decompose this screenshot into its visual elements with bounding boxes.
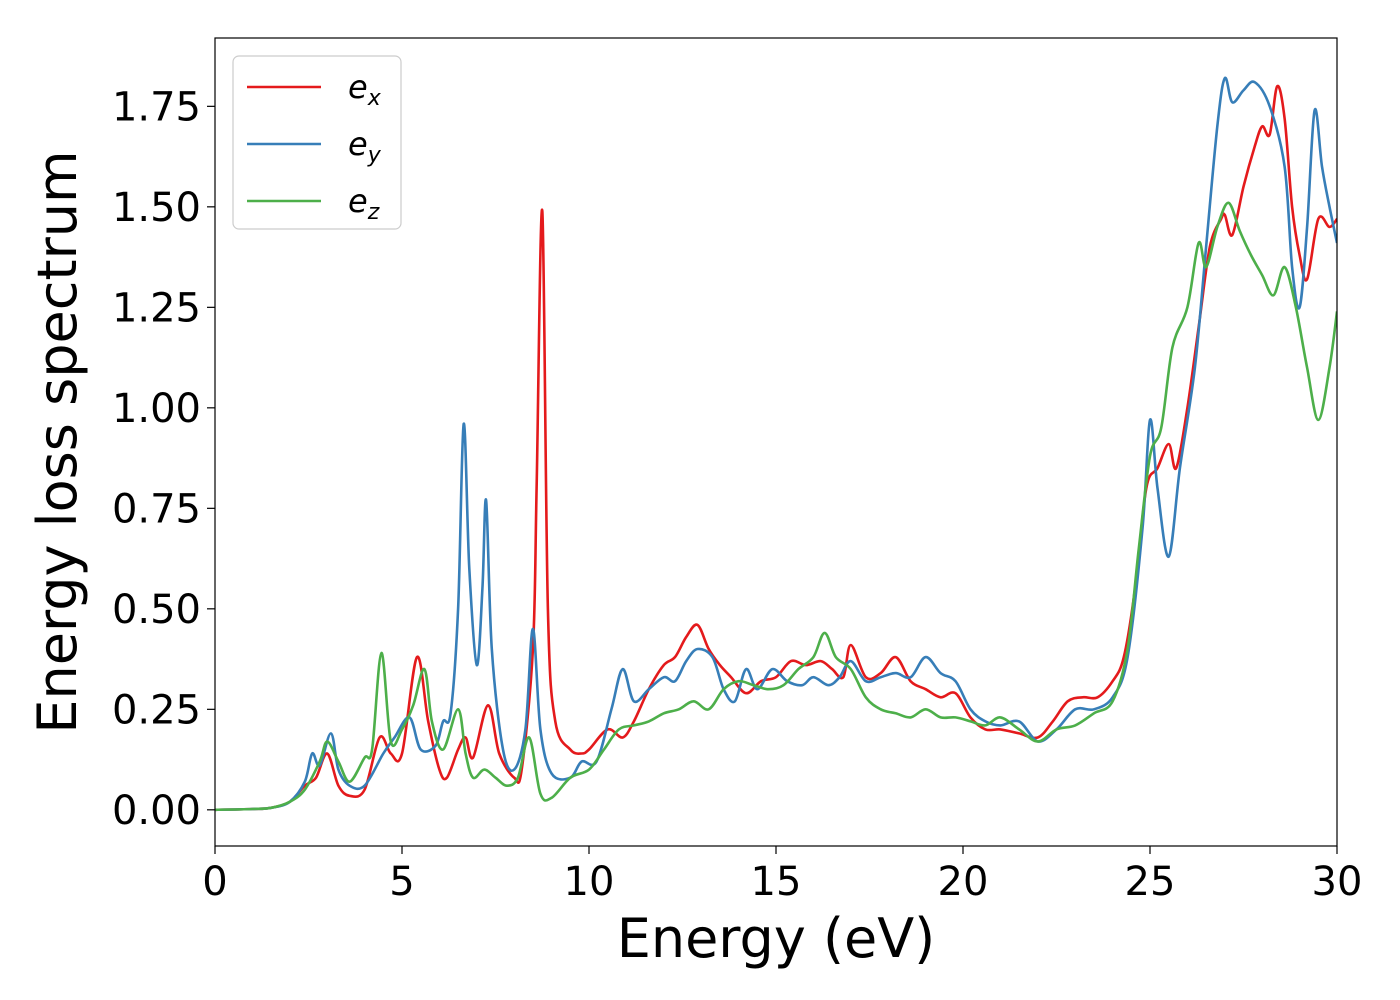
legend-label-base: e <box>348 182 368 220</box>
legend-label-subscript: z <box>367 200 380 225</box>
legend-label-e-y: ey <box>348 125 382 168</box>
legend-label-e-x: ex <box>348 68 382 111</box>
x-tick-label: 0 <box>202 859 227 905</box>
y-tick-label: 0.50 <box>112 587 201 633</box>
y-tick-label: 0.00 <box>112 788 201 834</box>
x-tick-label: 15 <box>751 859 802 905</box>
legend-label-subscript: y <box>367 143 382 168</box>
x-tick-label: 10 <box>564 859 615 905</box>
legend-box <box>232 55 402 230</box>
y-axis-label: Energy loss spectrum <box>26 150 89 733</box>
y-tick-label: 1.00 <box>112 386 201 432</box>
legend-label-e-z: ez <box>348 182 380 225</box>
y-tick-label: 0.25 <box>112 687 201 733</box>
legend-label-subscript: x <box>367 86 382 111</box>
y-tick-label: 1.25 <box>112 285 201 331</box>
series-line-e-y <box>215 76 1337 812</box>
legend-label-base: e <box>348 68 368 106</box>
x-axis: 0 5 10 15 20 25 30 <box>202 846 1362 905</box>
x-tick-label: 5 <box>389 859 414 905</box>
y-tick-label: 0.75 <box>112 486 201 532</box>
series-lines <box>215 76 1337 812</box>
x-tick-label: 20 <box>938 859 989 905</box>
x-tick-label: 25 <box>1125 859 1176 905</box>
x-tick-label: 30 <box>1312 859 1363 905</box>
series-line-e-z <box>215 201 1337 812</box>
y-tick-label: 1.75 <box>112 84 201 130</box>
legend-label-base: e <box>348 125 368 163</box>
y-tick-label: 1.50 <box>112 185 201 231</box>
y-axis: 0.00 0.25 0.50 0.75 1.00 1.25 1.50 1.75 <box>112 84 215 834</box>
x-axis-label: Energy (eV) <box>617 907 936 970</box>
